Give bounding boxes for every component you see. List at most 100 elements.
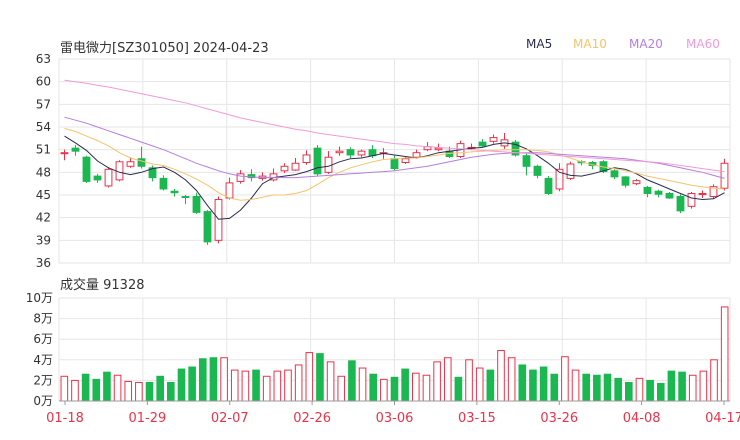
volume-bar <box>529 369 537 402</box>
volume-bar <box>92 378 101 402</box>
volume-bar <box>582 373 591 402</box>
candle-body <box>335 150 344 154</box>
candle-body <box>280 165 289 172</box>
volume-bar <box>337 375 346 402</box>
volume-bar <box>81 373 90 402</box>
candle-body <box>313 147 322 175</box>
candle-body <box>203 211 212 243</box>
volume-bar <box>124 380 133 402</box>
candle-body <box>225 182 234 199</box>
candle-body <box>357 150 366 156</box>
volume-tick-label: 0万 <box>33 394 53 408</box>
ma-line-ma20 <box>64 116 725 179</box>
candle-body <box>610 170 619 178</box>
volume-tick-label: 8万 <box>33 312 53 326</box>
volume-bar <box>145 381 154 402</box>
candle-body <box>82 156 91 182</box>
volume-bar <box>60 375 69 402</box>
volume-bar <box>699 370 708 402</box>
candle-body <box>621 176 630 186</box>
volume-tick-label: 2万 <box>33 373 53 387</box>
volume-bar <box>316 353 324 402</box>
date-tick-label: 02-26 <box>293 411 331 426</box>
volume-bar <box>571 369 580 402</box>
volume-bar <box>507 357 516 402</box>
volume-bar <box>603 373 612 402</box>
candle-body <box>126 161 135 167</box>
candle-body <box>390 158 399 170</box>
candle-body <box>511 141 520 156</box>
volume-bar <box>646 379 654 402</box>
ma-line-ma5 <box>64 135 725 220</box>
candle-body <box>412 152 421 158</box>
candle-body <box>247 174 256 179</box>
volume-bar <box>177 368 186 402</box>
volume-bar <box>656 382 665 402</box>
date-tick-label: 03-06 <box>376 411 414 426</box>
volume-bar <box>635 377 644 402</box>
volume-bar <box>465 359 473 402</box>
candle-body <box>698 192 707 195</box>
volume-bar <box>305 352 314 402</box>
volume-bar <box>273 370 282 402</box>
volume-bar <box>358 367 367 402</box>
volume-bar <box>667 370 676 402</box>
date-tick-label: 01-18 <box>46 411 84 426</box>
date-tick-label: 04-08 <box>623 411 661 426</box>
volume-tick-label: 4万 <box>33 353 53 367</box>
candle-body <box>401 158 410 164</box>
candle-body <box>148 167 157 179</box>
volume-bar <box>71 379 79 402</box>
volume-bar <box>262 375 271 402</box>
candle-body <box>291 162 300 171</box>
date-tick-label: 03-15 <box>458 411 496 426</box>
price-tick-label: 54 <box>36 120 51 134</box>
volume-bar <box>369 373 378 402</box>
price-tick-label: 45 <box>36 188 51 202</box>
candle-body <box>665 192 674 199</box>
volume-bar <box>497 350 505 402</box>
legend-ma60: MA60 <box>686 37 720 51</box>
candle-body <box>170 190 179 194</box>
volume-bar <box>411 372 420 402</box>
date-tick-label: 01-29 <box>128 411 166 426</box>
candle-body <box>654 190 663 195</box>
volume-bar <box>518 364 527 402</box>
volume-bar <box>475 367 484 402</box>
price-tick-label: 57 <box>36 97 51 111</box>
volume-bar <box>486 369 495 402</box>
volume-bar <box>284 369 292 402</box>
volume-bar <box>688 374 697 402</box>
candle-body <box>632 180 641 185</box>
candle-body <box>236 173 245 182</box>
legend-ma20: MA20 <box>629 37 663 51</box>
volume-bar <box>156 375 164 402</box>
candle-body <box>137 158 146 167</box>
volume-bar <box>380 378 388 402</box>
volume-bar <box>550 373 559 402</box>
chart-title: 雷电微力[SZ301050] 2024-04-23 <box>60 41 269 56</box>
volume-tick-label: 10万 <box>26 291 53 305</box>
candle-body <box>478 141 487 147</box>
volume-bar <box>401 368 409 402</box>
candle-body <box>346 149 355 156</box>
candle-body <box>720 162 729 189</box>
candle-body <box>159 177 168 190</box>
candle-body <box>687 192 696 207</box>
candle-body <box>93 175 102 181</box>
volume-bar <box>625 381 633 402</box>
volume-bar <box>710 359 718 402</box>
candle-body <box>676 196 685 212</box>
candle-body <box>71 147 80 152</box>
volume-bar <box>720 306 729 402</box>
volume-bar <box>230 369 239 402</box>
volume-bar <box>220 357 228 402</box>
volume-bar <box>678 371 686 402</box>
candle-body <box>489 137 498 142</box>
candle-body <box>181 196 190 199</box>
volume-bar <box>593 374 601 402</box>
candle-body <box>522 155 531 167</box>
volume-bar <box>103 371 111 402</box>
volume-bar <box>135 381 143 402</box>
